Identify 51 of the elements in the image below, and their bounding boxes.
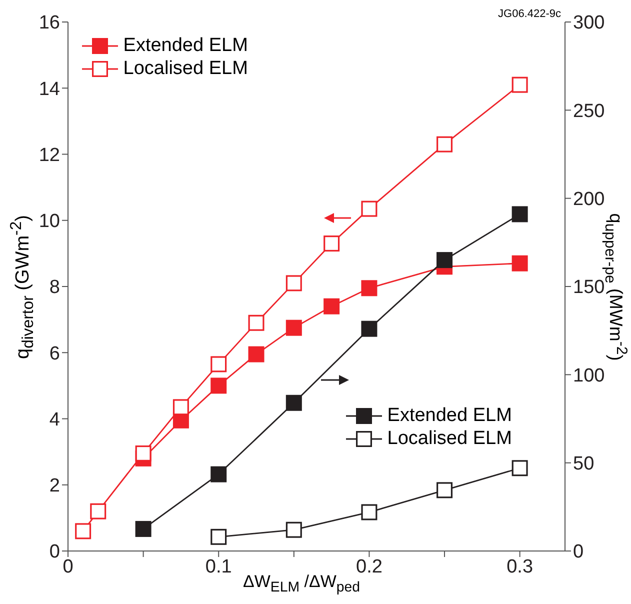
y-tick-label: 14 bbox=[38, 78, 60, 100]
point bbox=[512, 460, 528, 476]
y2-tick-label: 300 bbox=[573, 12, 605, 34]
y-tick-label: 16 bbox=[38, 12, 60, 34]
point bbox=[210, 528, 227, 545]
y-tick-label: 2 bbox=[49, 476, 60, 497]
legend-label: Localised ELM bbox=[386, 427, 512, 450]
y2-tick-label: 100 bbox=[573, 365, 605, 386]
y-tick-label: 6 bbox=[49, 343, 60, 364]
y-tick-label: 12 bbox=[38, 144, 60, 166]
point bbox=[75, 523, 92, 540]
point bbox=[210, 466, 227, 482]
point bbox=[436, 252, 453, 268]
legend-label: Localised ELM bbox=[122, 57, 248, 80]
point bbox=[436, 482, 453, 498]
y-tick-label: 0 bbox=[49, 542, 60, 563]
y2-tick-label: 250 bbox=[573, 100, 605, 122]
point bbox=[286, 394, 302, 411]
point bbox=[512, 255, 528, 272]
x-tick-label: 0 bbox=[62, 556, 74, 578]
point bbox=[135, 445, 152, 462]
point bbox=[324, 298, 340, 314]
y-tick-label: 4 bbox=[49, 409, 60, 430]
y2-tick-label: 50 bbox=[573, 454, 594, 475]
x-tick-label: 0.3 bbox=[506, 556, 534, 578]
point bbox=[248, 346, 264, 362]
point bbox=[512, 76, 528, 93]
point bbox=[210, 356, 227, 372]
point bbox=[436, 136, 453, 152]
point bbox=[172, 399, 189, 416]
point bbox=[361, 200, 378, 217]
text: JG06.422-9c bbox=[498, 8, 561, 20]
point bbox=[361, 504, 378, 520]
point bbox=[286, 522, 302, 538]
point bbox=[248, 314, 264, 331]
y2-tick-label: 200 bbox=[573, 189, 605, 210]
x-tick-label: 0.1 bbox=[205, 556, 232, 578]
point bbox=[135, 520, 152, 537]
point bbox=[512, 206, 528, 222]
point bbox=[90, 503, 106, 520]
y-tick-label: 8 bbox=[49, 277, 60, 298]
point bbox=[361, 280, 378, 296]
y-tick-label: 10 bbox=[38, 211, 60, 232]
point bbox=[361, 320, 378, 337]
point bbox=[210, 378, 227, 394]
y2-tick-label: 0 bbox=[573, 542, 584, 563]
legend-label: Extended ELM bbox=[122, 34, 248, 57]
point bbox=[324, 236, 340, 252]
legend-label: Extended ELM bbox=[386, 404, 512, 427]
point bbox=[286, 320, 302, 336]
point bbox=[286, 275, 302, 292]
